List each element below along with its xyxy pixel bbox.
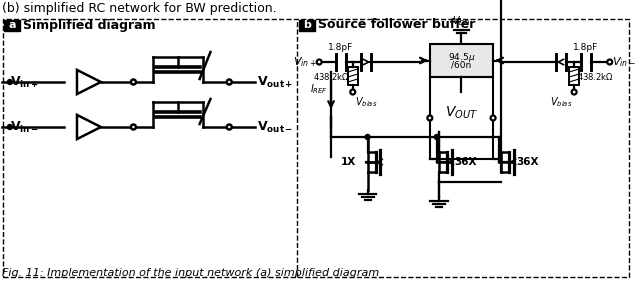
Text: b: b (303, 20, 311, 30)
Circle shape (317, 60, 322, 65)
Circle shape (435, 135, 439, 140)
Text: $V_{in+}$: $V_{in+}$ (293, 55, 317, 69)
Circle shape (350, 90, 355, 95)
Text: $V_{DD}$: $V_{DD}$ (452, 14, 471, 28)
Text: Simplified diagram: Simplified diagram (23, 18, 156, 32)
Text: (b) simplified RC network for BW prediction.: (b) simplified RC network for BW predict… (2, 2, 276, 15)
Text: $V_{in-}$: $V_{in-}$ (612, 55, 636, 69)
Circle shape (227, 124, 232, 129)
Circle shape (365, 135, 370, 140)
Text: 438.2k$\Omega$: 438.2k$\Omega$ (314, 72, 350, 83)
Circle shape (491, 116, 495, 121)
Text: Fig. 11: Implementation of the input network (a) simplified diagram: Fig. 11: Implementation of the input net… (2, 268, 380, 278)
Text: $94.5\mu$: $94.5\mu$ (448, 51, 475, 64)
Text: $\mathbf{V_{out-}}$: $\mathbf{V_{out-}}$ (257, 119, 293, 135)
Bar (4, 20, 20, 31)
Text: /60n: /60n (451, 61, 472, 70)
Text: 1X: 1X (340, 157, 356, 167)
Circle shape (572, 90, 577, 95)
Text: a: a (8, 20, 15, 30)
Circle shape (8, 124, 12, 129)
Circle shape (607, 60, 612, 65)
Circle shape (131, 79, 136, 84)
Bar (430, 77, 493, 159)
Circle shape (131, 124, 136, 129)
Circle shape (227, 79, 232, 84)
Text: $I_{REF}$: $I_{REF}$ (310, 83, 328, 96)
Text: 438.2k$\Omega$: 438.2k$\Omega$ (577, 72, 614, 83)
Text: $V_{bias}$: $V_{bias}$ (550, 95, 572, 109)
Bar (348, 67, 358, 85)
Bar (430, 44, 493, 77)
Bar (300, 20, 316, 31)
Text: $V_{OUT}$: $V_{OUT}$ (445, 105, 478, 121)
Text: Source follower buffer: Source follower buffer (318, 18, 476, 32)
Text: 1.8pF: 1.8pF (328, 43, 353, 52)
Circle shape (8, 79, 12, 84)
Text: $\mathbf{V_{in+}}$: $\mathbf{V_{in+}}$ (10, 74, 39, 90)
Text: 36X: 36X (517, 157, 540, 167)
Text: $V_{bias}$: $V_{bias}$ (355, 95, 377, 109)
Text: 36X: 36X (454, 157, 477, 167)
Circle shape (428, 116, 433, 121)
Text: 1.8pF: 1.8pF (573, 43, 598, 52)
Text: $\mathbf{V_{in-}}$: $\mathbf{V_{in-}}$ (10, 119, 39, 135)
Bar (569, 67, 579, 85)
Text: $\mathbf{V_{out+}}$: $\mathbf{V_{out+}}$ (257, 74, 293, 90)
